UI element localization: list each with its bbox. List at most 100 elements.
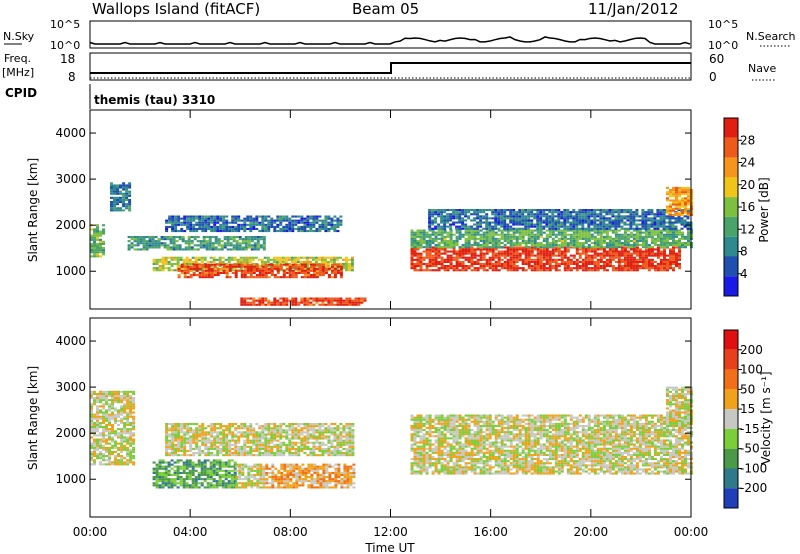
data-cell	[172, 244, 176, 247]
data-cell	[294, 223, 298, 226]
data-cell	[203, 480, 207, 483]
data-cell	[479, 244, 483, 247]
data-cell	[575, 227, 579, 230]
data-cell	[536, 256, 540, 259]
data-cell	[258, 303, 262, 306]
data-cell	[93, 399, 96, 402]
data-cell	[252, 267, 256, 270]
data-cell	[608, 260, 612, 263]
data-cell	[152, 260, 156, 263]
data-cell	[632, 262, 636, 265]
data-cell	[566, 260, 570, 263]
data-cell	[166, 238, 170, 241]
data-cell	[678, 213, 681, 216]
data-cell	[222, 215, 226, 218]
data-cell	[155, 482, 159, 485]
data-cell	[497, 211, 501, 214]
data-cell	[232, 248, 236, 251]
data-cell	[672, 256, 675, 259]
data-cell	[96, 419, 99, 422]
velocity-data	[90, 386, 693, 489]
data-cell	[563, 256, 567, 259]
data-cell	[252, 269, 256, 272]
data-cell	[602, 209, 606, 212]
data-cell	[123, 390, 127, 393]
data-cell	[632, 250, 636, 253]
data-cell	[295, 484, 299, 487]
data-cell	[276, 303, 280, 306]
data-cell	[678, 250, 681, 253]
data-cell	[629, 265, 633, 268]
data-cell	[512, 267, 516, 270]
data-cell	[154, 236, 158, 239]
data-cell	[301, 471, 305, 474]
data-cell	[234, 271, 238, 274]
data-cell	[238, 473, 242, 476]
data-cell	[437, 215, 441, 218]
data-cell	[536, 209, 540, 212]
data-cell	[687, 244, 690, 247]
data-cell	[620, 246, 624, 249]
data-cell	[491, 237, 495, 240]
data-cell	[545, 229, 549, 232]
data-cell	[684, 205, 687, 208]
data-cell	[282, 297, 286, 300]
data-cell	[259, 467, 263, 470]
data-cell	[126, 453, 130, 456]
data-cell	[494, 256, 498, 259]
data-cell	[479, 262, 483, 265]
data-cell	[213, 225, 217, 228]
data-cell	[183, 215, 187, 218]
data-cell	[102, 411, 105, 414]
data-cell	[129, 428, 133, 431]
data-cell	[215, 459, 219, 462]
data-cell	[267, 215, 271, 218]
data-cell	[246, 263, 250, 266]
data-cell	[258, 276, 262, 279]
data-cell	[434, 235, 438, 238]
data-cell	[105, 434, 108, 437]
data-cell	[602, 223, 606, 226]
data-cell	[191, 471, 195, 474]
data-cell	[659, 262, 663, 265]
data-cell	[569, 237, 573, 240]
data-cell	[494, 265, 498, 268]
data-cell	[663, 267, 666, 270]
data-cell	[259, 463, 263, 466]
data-cell	[506, 209, 510, 212]
data-cell	[108, 394, 111, 397]
data-cell	[122, 192, 126, 195]
data-cell	[252, 265, 256, 268]
data-cell	[599, 229, 603, 232]
data-cell	[584, 246, 588, 249]
data-cell	[473, 229, 477, 232]
data-cell	[500, 265, 504, 268]
data-cell	[494, 262, 498, 265]
data-cell	[572, 217, 576, 220]
data-cell	[611, 244, 615, 247]
data-cell	[195, 227, 199, 230]
data-cell	[201, 274, 205, 277]
data-cell	[425, 248, 429, 251]
data-cell	[554, 250, 558, 253]
data-cell	[202, 236, 206, 239]
data-cell	[455, 229, 459, 232]
data-cell	[666, 191, 669, 194]
data-cell	[536, 246, 540, 249]
data-cell	[158, 260, 162, 263]
data-cell	[111, 463, 114, 466]
data-cell	[99, 432, 102, 435]
data-cell	[105, 450, 108, 453]
data-cell	[139, 242, 143, 245]
data-cell	[243, 265, 247, 268]
data-cell	[647, 235, 651, 238]
data-cell	[256, 248, 260, 251]
data-cell	[554, 242, 558, 245]
data-cell	[539, 244, 543, 247]
data-cell	[189, 225, 193, 228]
data-cell	[208, 240, 212, 243]
data-cell	[272, 256, 276, 259]
data-cell	[578, 219, 582, 222]
n-sky-trace	[89, 36, 691, 45]
data-cell	[125, 205, 129, 208]
